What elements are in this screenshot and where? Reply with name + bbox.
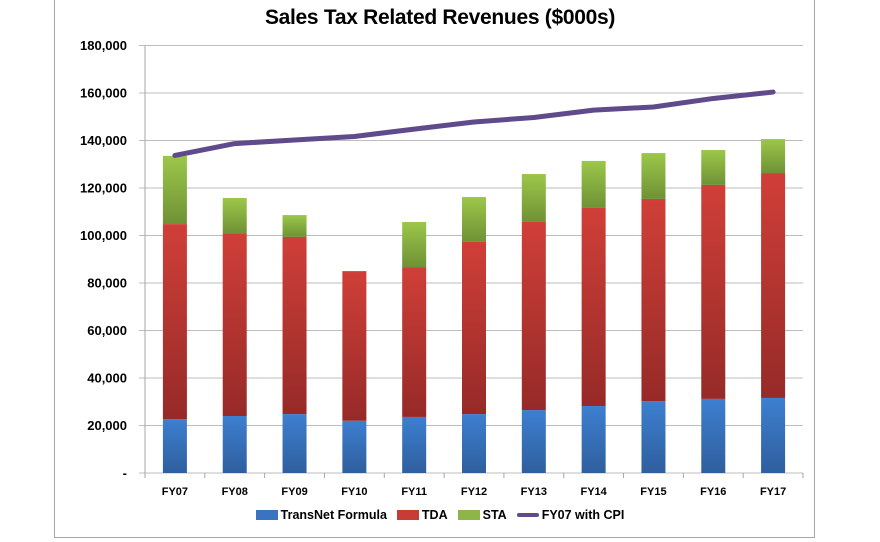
- legend-label: FY07 with CPI: [541, 508, 625, 522]
- bar-transnet-formula-fy13: [521, 410, 546, 473]
- bar-tda-fy12: [462, 241, 486, 415]
- y-tick-label: 80,000: [87, 276, 127, 291]
- bar-tda-fy11: [402, 267, 427, 417]
- bar-transnet-formula-fy11: [402, 416, 427, 473]
- bar-tda-fy13: [521, 221, 546, 411]
- y-tick-label: 140,000: [80, 133, 127, 148]
- bar-tda-fy07: [162, 224, 187, 420]
- legend: TransNet Formula TDA STA FY07 with CPI: [0, 508, 880, 522]
- legend-swatch: [516, 513, 539, 517]
- y-tick-label: 120,000: [80, 181, 127, 196]
- x-tick-label: FY08: [222, 486, 248, 498]
- x-tick-label: FY09: [281, 486, 307, 498]
- bar-sta-fy07: [162, 155, 187, 225]
- y-tick-label: -: [123, 466, 127, 481]
- y-tick-label: 160,000: [80, 86, 127, 101]
- bar-sta-fy17: [761, 139, 786, 174]
- y-tick-label: 180,000: [80, 38, 127, 53]
- x-tick-label: FY12: [461, 486, 487, 498]
- y-tick-label: 40,000: [87, 371, 127, 386]
- bar-sta-fy09: [282, 215, 307, 237]
- bar-tda-fy17: [761, 173, 786, 398]
- bar-tda-fy14: [581, 207, 606, 407]
- x-tick-label: FY14: [580, 486, 607, 498]
- legend-item-tda: TDA: [396, 508, 448, 522]
- x-tick-label: FY11: [401, 486, 427, 498]
- bar-sta-fy08: [222, 197, 247, 234]
- bar-transnet-formula-fy09: [282, 414, 307, 473]
- bar-transnet-formula-fy08: [222, 416, 247, 473]
- bar-transnet-formula-fy12: [462, 414, 486, 473]
- bar-sta-fy15: [641, 153, 666, 199]
- bar-tda-fy10: [342, 271, 367, 421]
- legend-label: TransNet Formula: [280, 508, 387, 522]
- bar-transnet-formula-fy15: [641, 401, 666, 473]
- x-tick-label: FY16: [700, 486, 726, 498]
- bar-tda-fy15: [641, 198, 666, 402]
- bar-sta-fy12: [462, 197, 486, 242]
- bar-sta-fy16: [701, 150, 726, 185]
- bar-tda-fy08: [222, 233, 247, 416]
- bar-sta-fy11: [402, 221, 427, 268]
- x-tick-label: FY13: [521, 486, 547, 498]
- legend-item-fy07-with-cpi: FY07 with CPI: [516, 508, 625, 522]
- chart-title: Sales Tax Related Revenues ($000s): [264, 6, 616, 29]
- bar-transnet-formula-fy16: [701, 398, 726, 473]
- bar-sta-fy13: [521, 173, 546, 222]
- legend-label: TDA: [421, 508, 448, 522]
- legend-item-sta: STA: [457, 508, 507, 522]
- legend-item-transnet-formula: TransNet Formula: [255, 508, 387, 522]
- y-tick-label: 60,000: [87, 323, 127, 338]
- x-tick-label: FY07: [162, 486, 188, 498]
- x-tick-label: FY10: [341, 486, 367, 498]
- x-tick-label: FY15: [640, 486, 666, 498]
- legend-swatch: [457, 510, 480, 520]
- legend-swatch: [396, 510, 419, 520]
- chart-frame: [54, 0, 815, 538]
- bar-tda-fy16: [701, 184, 726, 399]
- y-tick-label: 20,000: [87, 418, 127, 433]
- y-tick-label: 100,000: [80, 228, 127, 243]
- legend-label: STA: [482, 508, 507, 522]
- bar-tda-fy09: [282, 236, 307, 415]
- legend-swatch: [255, 510, 278, 520]
- bar-sta-fy14: [581, 160, 606, 208]
- x-tick-label: FY17: [760, 486, 786, 498]
- line-fy07-with-cpi: [172, 89, 776, 158]
- bar-transnet-formula-fy10: [342, 420, 367, 473]
- bar-transnet-formula-fy17: [761, 397, 786, 473]
- bar-transnet-formula-fy07: [162, 419, 187, 473]
- bar-transnet-formula-fy14: [581, 406, 606, 473]
